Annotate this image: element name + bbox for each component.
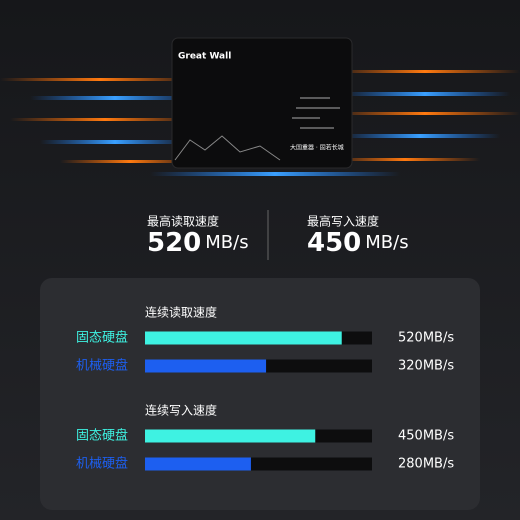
headline-label: 最高读取速度 bbox=[147, 214, 219, 229]
row-name: 固态硬盘 bbox=[76, 428, 128, 444]
bar bbox=[145, 331, 342, 345]
brand-logo: Great Wall bbox=[178, 52, 231, 62]
bar bbox=[145, 359, 267, 373]
headline-unit: MB/s bbox=[205, 232, 248, 253]
value-label: 520MB/s bbox=[398, 331, 454, 346]
row-name: 机械硬盘 bbox=[76, 456, 128, 472]
comparison-panel bbox=[40, 278, 480, 510]
value-label: 450MB/s bbox=[398, 429, 454, 444]
value-label: 280MB/s bbox=[398, 457, 454, 472]
light-streaks bbox=[0, 70, 520, 176]
value-label: 320MB/s bbox=[398, 359, 454, 374]
headline-number: 520 bbox=[147, 228, 201, 258]
bar bbox=[145, 457, 251, 471]
headline-label: 最高写入速度 bbox=[307, 214, 379, 229]
section-title: 连续写入速度 bbox=[145, 403, 217, 418]
row-name: 机械硬盘 bbox=[76, 358, 128, 374]
brand-tagline: 大国重器 · 固若长城 bbox=[290, 144, 344, 152]
headline-unit: MB/s bbox=[365, 232, 408, 253]
headline-value: 450 MB/s bbox=[307, 228, 409, 258]
ssd-image: Great Wall 大国重器 · 固若长城 bbox=[171, 37, 353, 169]
headline-value: 520 MB/s bbox=[147, 228, 249, 258]
section-title: 连续读取速度 bbox=[145, 305, 217, 320]
row-name: 固态硬盘 bbox=[76, 330, 128, 346]
bar bbox=[145, 429, 316, 443]
headline-number: 450 bbox=[307, 228, 361, 258]
